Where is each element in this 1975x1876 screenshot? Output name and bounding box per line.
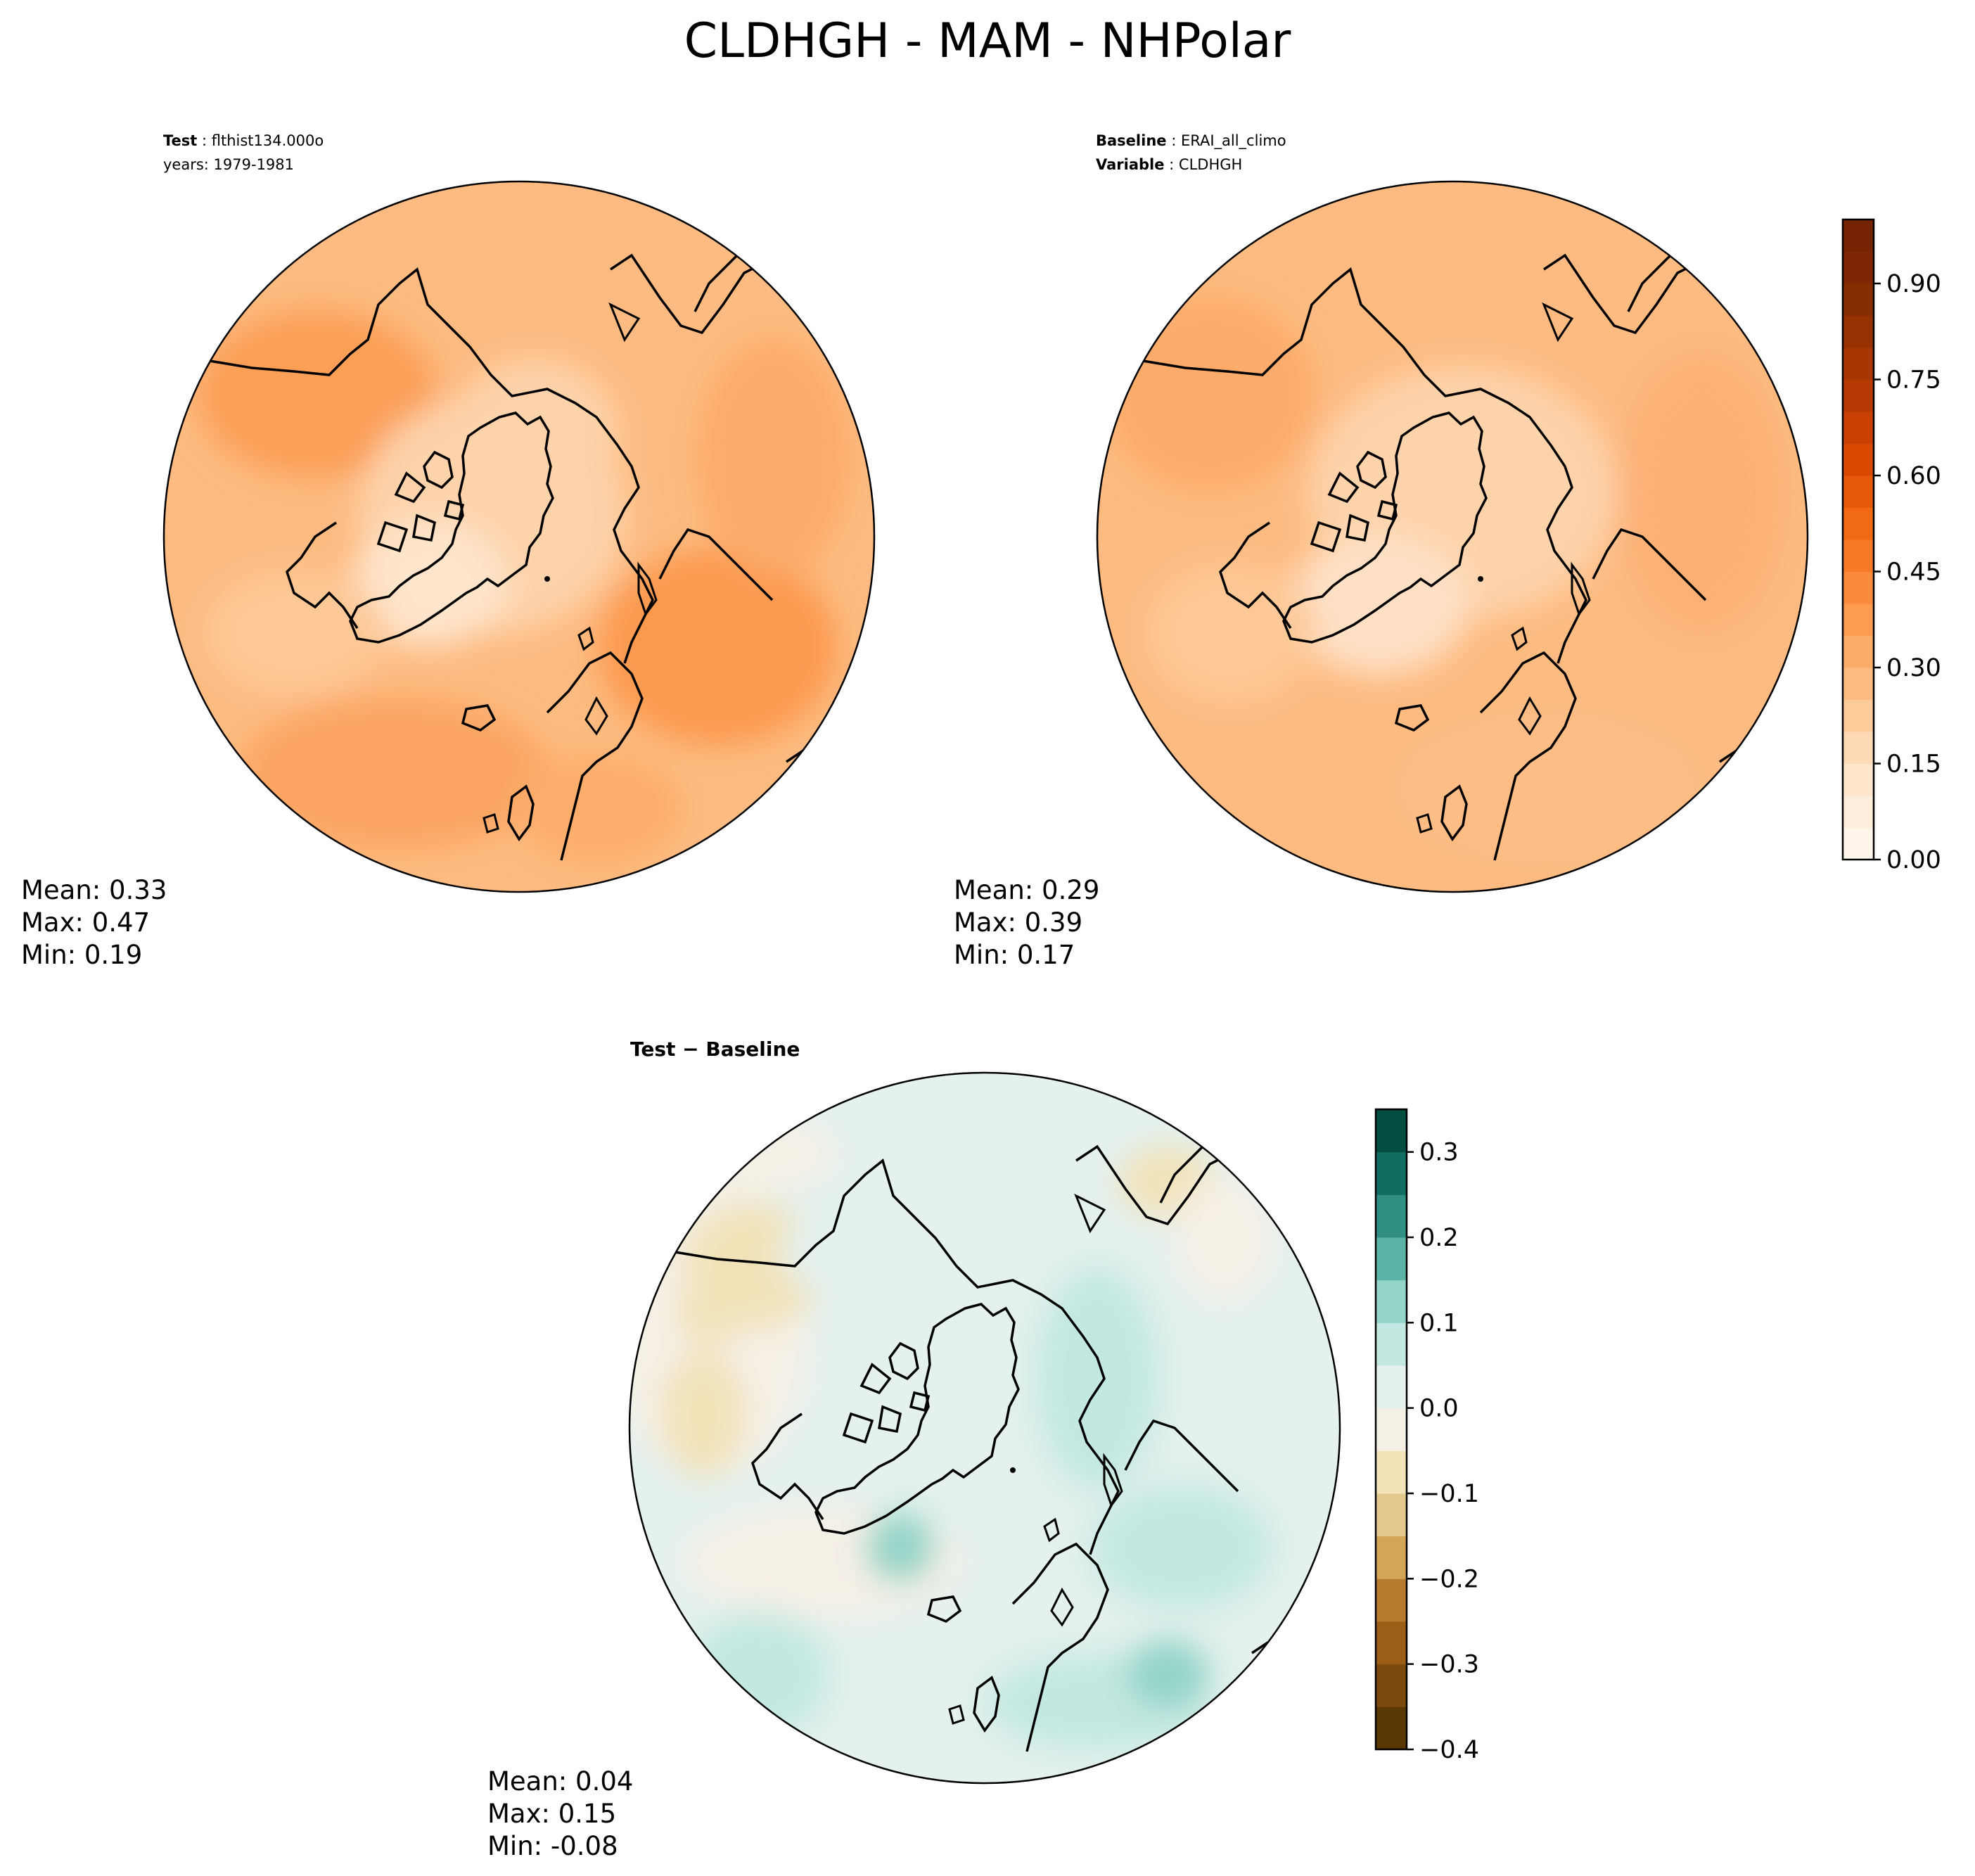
test-map-boundary [162, 180, 876, 893]
difference-colorbar-swatch [1376, 1664, 1407, 1707]
test-mean: Mean: 0.33 [21, 875, 167, 905]
test-min: Min: 0.19 [21, 940, 143, 970]
difference-mean: Mean: 0.04 [487, 1766, 634, 1797]
difference-colorbar-swatch [1376, 1280, 1407, 1323]
main-colorbar-tick-label: 0.45 [1886, 559, 1941, 587]
main-colorbar-tick-label: 0.30 [1886, 654, 1941, 682]
test-map [162, 180, 876, 893]
difference-map [628, 1071, 1341, 1785]
difference-title: Test − Baseline [630, 1038, 800, 1061]
difference-colorbar-swatch [1376, 1365, 1407, 1409]
difference-colorbar-swatch [1376, 1493, 1407, 1537]
main-colorbar-swatch [1843, 476, 1874, 508]
main-colorbar-tick-label: 0.15 [1886, 751, 1941, 779]
difference-colorbar-tick-label: 0.1 [1419, 1309, 1459, 1337]
main-colorbar-frame [1841, 218, 1875, 861]
baseline-map [1096, 180, 1809, 893]
difference-colorbar: 0.3 0.2 0.1 0.0 −0.1 −0.2 −0.3 −0.4 [1374, 1108, 1479, 1764]
baseline-min: Min: 0.17 [954, 940, 1075, 970]
main-colorbar-swatch [1843, 796, 1874, 828]
difference-stats: Mean: 0.04 Max: 0.15 Min: -0.08 [487, 1766, 633, 1863]
main-colorbar: 0.00 0.15 0.30 0.45 0.60 0.75 0.90 [1841, 218, 1941, 874]
main-colorbar-swatch [1843, 668, 1874, 700]
difference-colorbar-swatch [1376, 1408, 1407, 1451]
difference-colorbar-tick-label: 0.2 [1419, 1224, 1459, 1252]
baseline-mean: Mean: 0.29 [954, 875, 1100, 905]
variable-label-key: Variable [1096, 156, 1165, 173]
main-colorbar-tick-label: 0.90 [1886, 270, 1941, 298]
baseline-label: Baseline : ERAI_all_climo Variable : CLD… [1096, 132, 1286, 173]
main-colorbar-swatch [1843, 635, 1874, 668]
difference-colorbar-swatch [1376, 1621, 1407, 1665]
variable-label-value: CLDHGH [1178, 156, 1243, 173]
main-colorbar-swatch [1843, 732, 1874, 764]
baseline-stats: Mean: 0.29 Max: 0.39 Min: 0.17 [954, 874, 1099, 971]
main-colorbar-tick-label: 0.60 [1886, 462, 1941, 490]
difference-map-boundary [628, 1071, 1341, 1785]
main-colorbar-swatch [1843, 604, 1874, 636]
difference-colorbar-swatch [1376, 1536, 1407, 1579]
main-colorbar-swatch [1843, 507, 1874, 540]
main-colorbar-swatch [1843, 315, 1874, 348]
test-max: Max: 0.47 [21, 907, 151, 938]
main-colorbar-swatch [1843, 699, 1874, 732]
main-colorbar-swatch [1843, 379, 1874, 412]
main-colorbar-swatch [1843, 411, 1874, 444]
difference-colorbar-frame [1374, 1108, 1408, 1751]
main-colorbar-swatch [1843, 443, 1874, 476]
main-colorbar-tick-label: 0.75 [1886, 366, 1941, 395]
test-stats: Mean: 0.33 Max: 0.47 Min: 0.19 [21, 874, 167, 971]
difference-colorbar-swatch [1376, 1706, 1407, 1750]
difference-colorbar-swatch [1376, 1151, 1407, 1195]
difference-max: Max: 0.15 [487, 1799, 617, 1829]
difference-colorbar-swatch [1376, 1322, 1407, 1366]
difference-colorbar-swatch [1376, 1237, 1407, 1281]
difference-colorbar-swatch [1376, 1578, 1407, 1622]
main-colorbar-swatch [1843, 283, 1874, 316]
difference-colorbar-tick-label: 0.3 [1419, 1139, 1459, 1167]
baseline-label-value: ERAI_all_climo [1180, 132, 1286, 149]
test-label: Test : flthist134.000o years: 1979-1981 [163, 129, 324, 177]
difference-min: Min: -0.08 [487, 1831, 618, 1861]
baseline-map-boundary [1096, 180, 1809, 893]
main-colorbar-swatch [1843, 347, 1874, 380]
main-colorbar-tick-label: 0.00 [1886, 846, 1941, 874]
main-colorbar-swatch [1843, 540, 1874, 572]
figure-title: CLDHGH - MAM - NHPolar [684, 13, 1291, 69]
main-colorbar-swatch [1843, 219, 1874, 252]
difference-colorbar-tick-label: −0.3 [1419, 1651, 1479, 1679]
difference-colorbar-swatch [1376, 1109, 1407, 1153]
difference-colorbar-tick-label: −0.1 [1419, 1480, 1479, 1508]
baseline-label-key: Baseline [1096, 132, 1167, 149]
test-label-key: Test [163, 132, 198, 149]
difference-colorbar-swatch [1376, 1450, 1407, 1494]
difference-colorbar-tick-label: 0.0 [1419, 1395, 1459, 1423]
difference-colorbar-tick-label: −0.2 [1419, 1565, 1479, 1593]
main-colorbar-swatch [1843, 827, 1874, 860]
main-colorbar-swatch [1843, 763, 1874, 796]
main-colorbar-swatch [1843, 251, 1874, 284]
test-label-value: flthist134.000o [211, 132, 324, 149]
difference-colorbar-swatch [1376, 1194, 1407, 1238]
difference-colorbar-tick-label: −0.4 [1419, 1736, 1479, 1764]
main-colorbar-swatch [1843, 571, 1874, 604]
test-years: years: 1979-1981 [163, 156, 295, 173]
baseline-max: Max: 0.39 [954, 907, 1083, 938]
